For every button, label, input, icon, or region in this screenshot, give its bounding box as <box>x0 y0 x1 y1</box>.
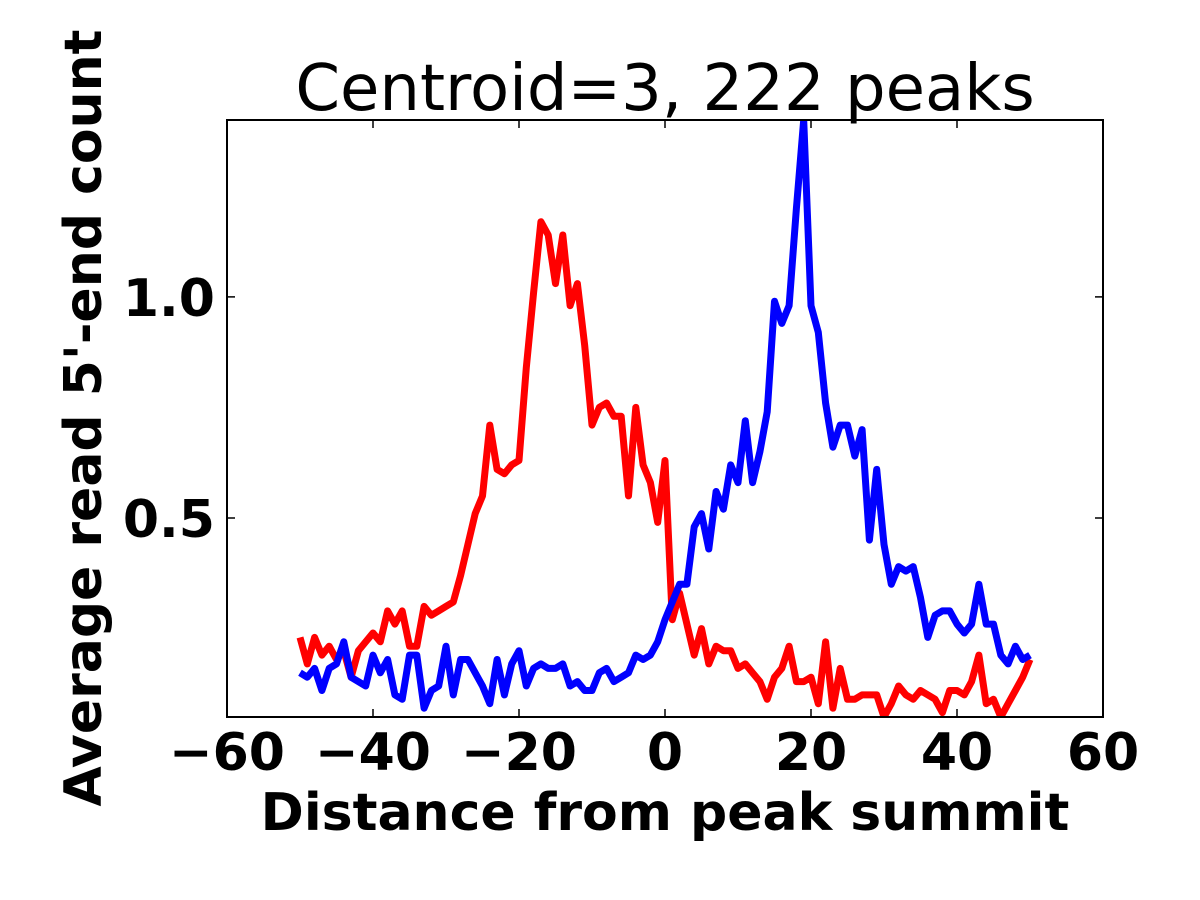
x-tick-label: −60 <box>169 723 285 783</box>
tick-layer: −60 −40 −20 0 20 40 60 0.5 1.0 <box>123 120 1139 783</box>
x-tick-label: −20 <box>461 723 577 783</box>
series-line-1 <box>296 218 1034 717</box>
x-tick-label: −40 <box>315 723 431 783</box>
series-line-2 <box>298 120 1032 712</box>
y-axis-label: Average read 5'-end count <box>54 30 114 807</box>
y-tick-label: 0.5 <box>123 490 215 550</box>
x-axis-label: Distance from peak summit <box>261 783 1070 843</box>
x-tick-label: 20 <box>775 723 847 783</box>
y-tick-label: 1.0 <box>123 269 215 329</box>
chart-title: Centroid=3, 222 peaks <box>295 52 1034 126</box>
x-tick-label: 40 <box>921 723 993 783</box>
series-layer <box>296 120 1034 717</box>
x-tick-label: 0 <box>647 723 683 783</box>
x-tick-label: 60 <box>1067 723 1139 783</box>
